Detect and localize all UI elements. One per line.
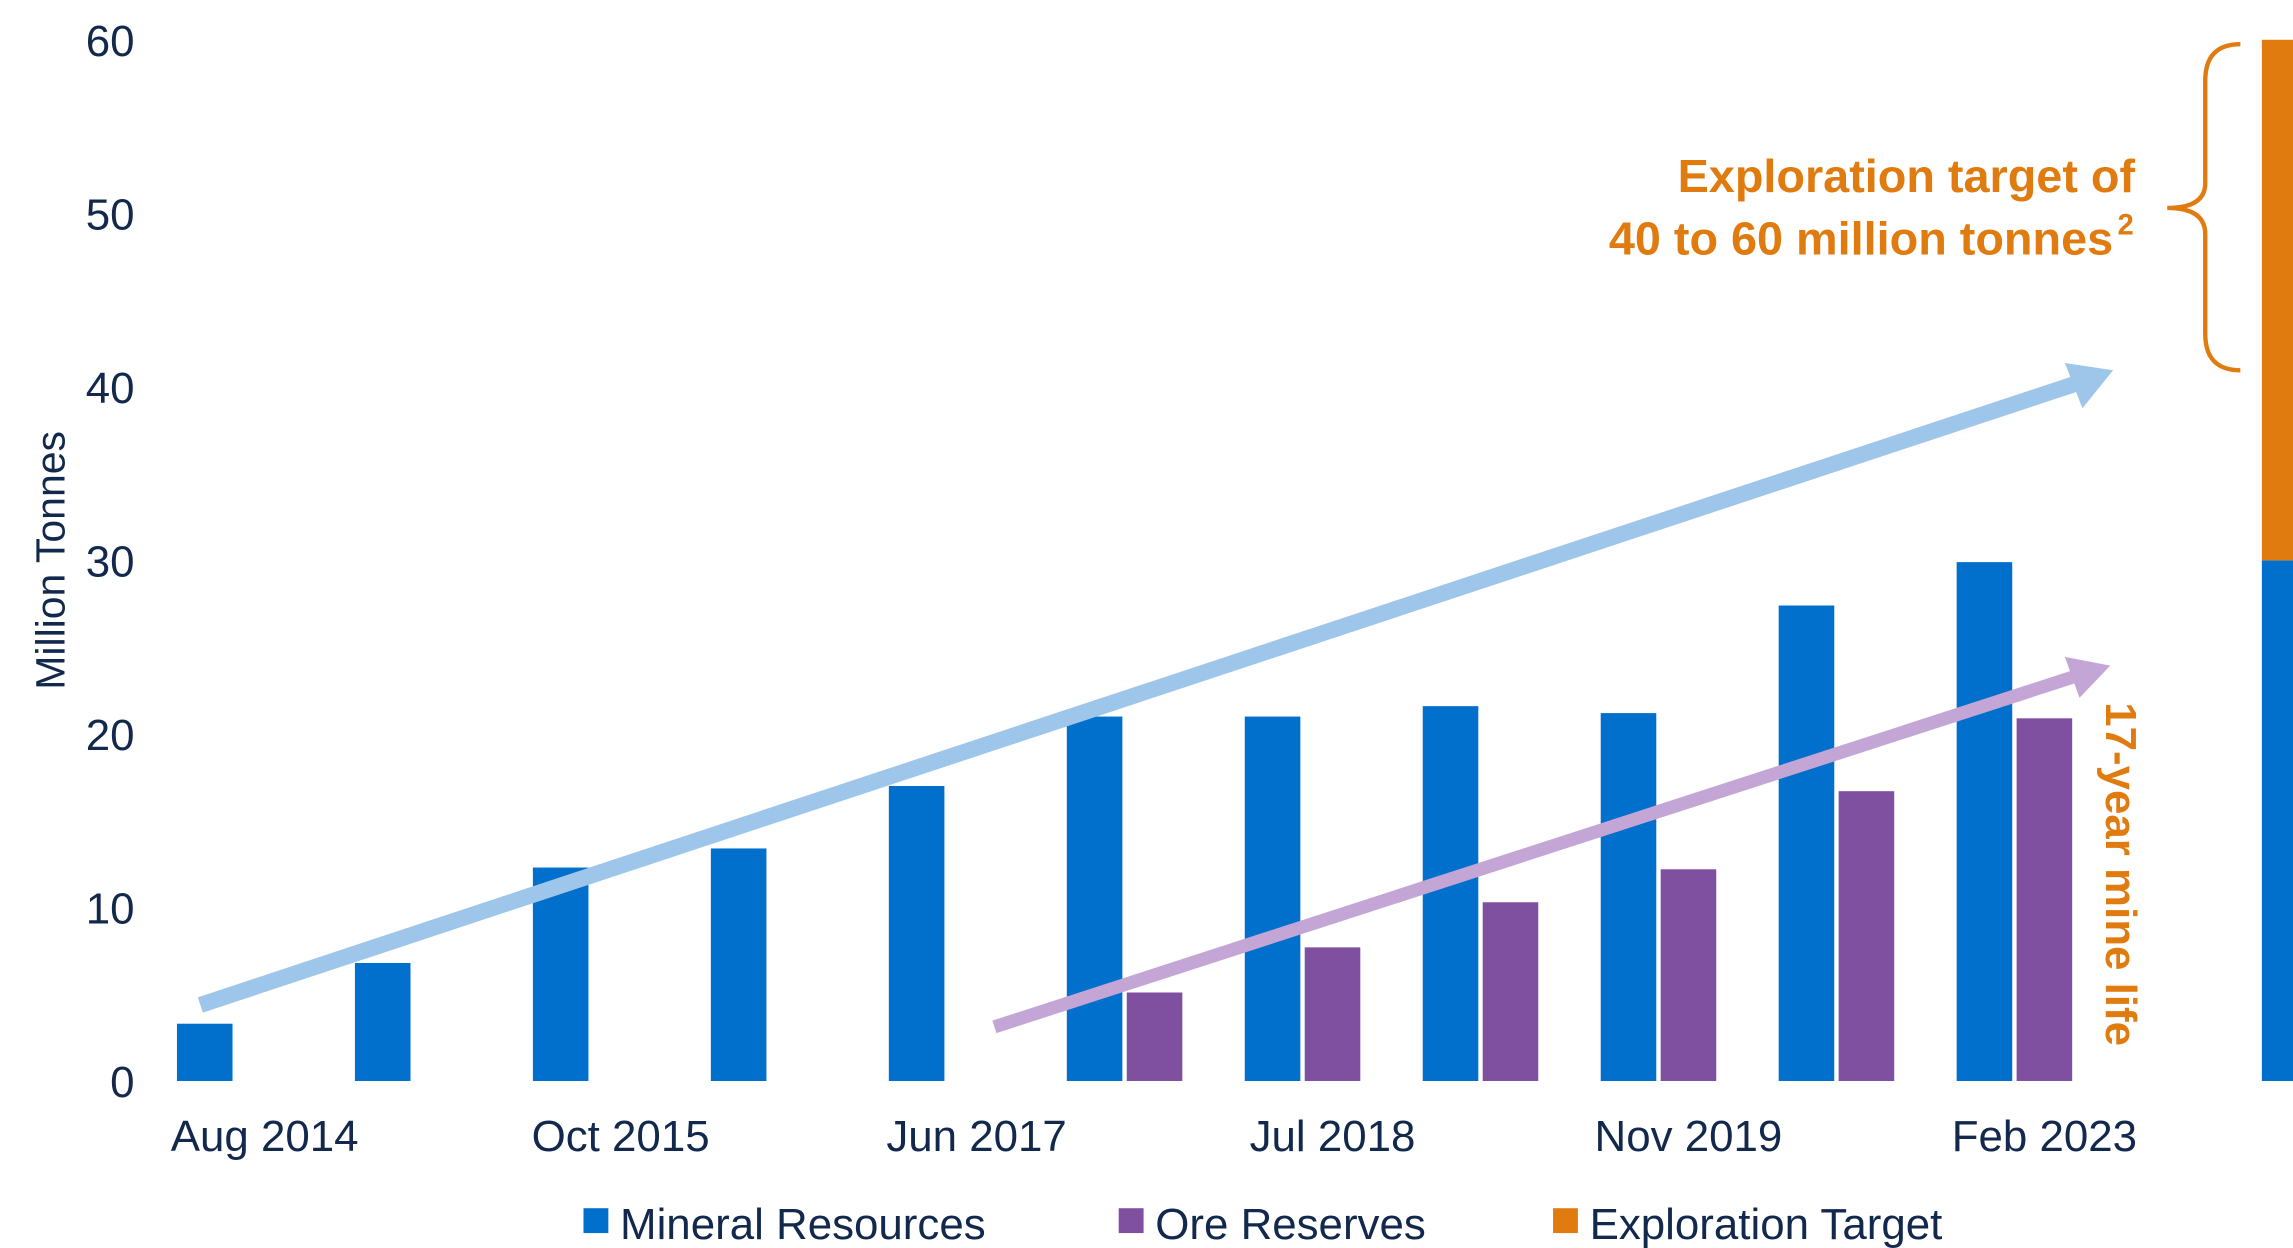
bar [2016,718,2073,1081]
y-tick-label: 30 [86,537,135,586]
bar [1126,992,1183,1081]
y-tick-label: 40 [86,364,135,413]
x-tick-label: Aug 2014 [171,1112,359,1161]
trend-arrow [992,669,2079,1034]
arrow-head [2064,656,2111,698]
x-tick-label: Nov 2019 [1595,1112,1783,1161]
y-tick-label: 50 [86,190,135,239]
annotation: 40 to 60 million tonnes [1609,213,2113,265]
bar [1482,902,1539,1081]
bar [1956,562,2013,1081]
legend-swatch [583,1208,609,1234]
y-tick-label: 20 [86,711,135,760]
bar [532,867,589,1081]
bar [1304,947,1361,1081]
y-tick-label: 10 [86,885,135,934]
bar [888,785,945,1081]
y-axis-label: Million Tonnes [27,431,73,690]
legend-label: Mineral Resources [620,1200,986,1248]
annotation: Exploration target of [1678,150,2136,202]
bar [1422,706,1479,1081]
bar [354,962,411,1081]
bar [176,1023,233,1081]
brace [2167,41,2241,373]
x-tick-label: Jul 2018 [1250,1112,1416,1161]
legend-swatch [1553,1208,1578,1234]
bar [1600,713,1657,1081]
trend-arrow [197,375,2080,1013]
legend-label: Ore Reserves [1155,1200,1426,1248]
bar [1066,716,1123,1081]
bar [2261,560,2293,1081]
legend-label: Exploration Target [1590,1200,1943,1248]
bar [1244,716,1301,1081]
bar [1778,605,1835,1081]
annotation: 17-year mine life [2096,702,2145,1046]
x-tick-label: Oct 2015 [532,1112,710,1161]
arrow-head [2064,362,2114,409]
x-tick-label: Jun 2017 [886,1112,1066,1161]
bar [2261,39,2293,561]
x-tick-label: Feb 2023 [1952,1112,2137,1161]
bar [710,848,767,1081]
bar [1660,869,1717,1081]
footnote-mark: 2 [2118,209,2134,241]
y-tick-label: 60 [86,17,135,66]
plot: 0 10 20 30 40 50 60 Aug 2014 Oct 2015 Jun 2017 Jul… [86,17,2293,1248]
y-tick-label: 0 [110,1058,134,1107]
legend-swatch [1118,1208,1144,1234]
trend-arrows [197,362,2114,1034]
bar [1838,791,1895,1081]
